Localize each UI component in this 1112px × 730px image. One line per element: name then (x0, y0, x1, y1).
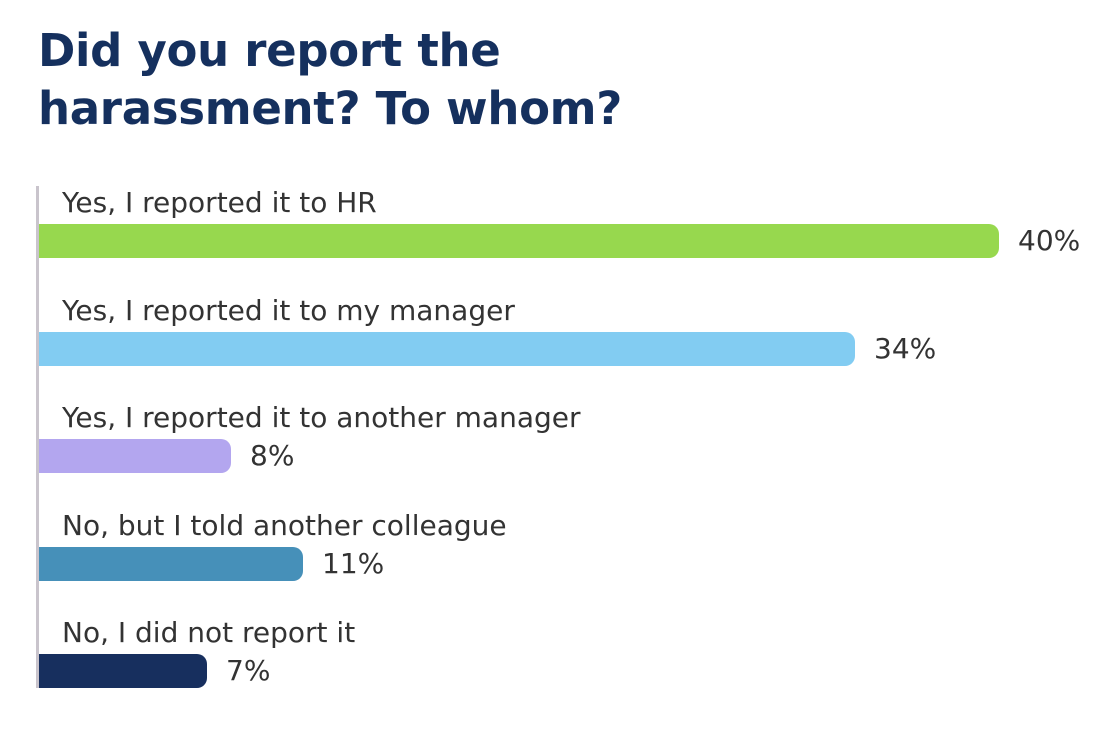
category-label: Yes, I reported it to another manager (62, 401, 581, 434)
bar (39, 224, 999, 258)
value-label: 40% (1018, 224, 1081, 257)
category-label: No, I did not report it (62, 616, 356, 649)
value-label: 34% (874, 331, 937, 365)
bar-row: Yes, I reported it to my manager 34% (0, 294, 1112, 374)
bar (39, 654, 207, 688)
bar (39, 331, 855, 366)
category-label: Yes, I reported it to my manager (62, 293, 515, 327)
bar-row: Yes, I reported it to HR 40% (0, 186, 1112, 266)
bar-row: Yes, I reported it to another manager 8% (0, 401, 1112, 481)
chart-title: Did you report the harassment? To whom? (38, 24, 623, 135)
value-label: 11% (322, 546, 385, 580)
value-label: 7% (226, 654, 271, 687)
bar (39, 439, 231, 473)
bar (39, 546, 303, 581)
category-label: Yes, I reported it to HR (62, 186, 377, 219)
bar-row: No, but I told another colleague 11% (0, 509, 1112, 589)
y-axis-line (36, 186, 39, 688)
category-label: No, but I told another colleague (62, 508, 507, 542)
bar-row: No, I did not report it 7% (0, 616, 1112, 696)
value-label: 8% (250, 439, 295, 472)
